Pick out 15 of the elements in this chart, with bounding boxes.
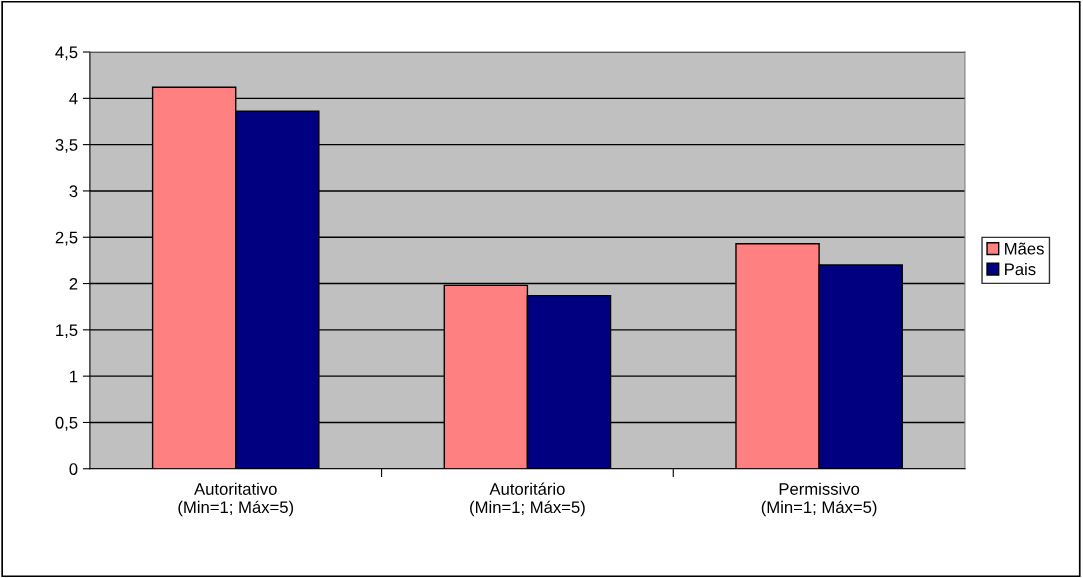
legend-label: Mães (1005, 242, 1044, 255)
y-tick-label: 1 (70, 370, 78, 383)
y-tick-label: 3,5 (55, 139, 78, 153)
legend-label: Pais (1005, 262, 1036, 276)
x-tick-label: Autoritativo (Min=1; Máx=5) (178, 482, 294, 517)
y-tick-label: 1,5 (56, 324, 78, 339)
y-tick-label: 4 (69, 92, 78, 105)
x-tick-label: Autoritário (Min=1; Máx=5) (470, 482, 585, 517)
y-tick-label: 2,5 (55, 231, 78, 246)
y-tick-label: 3 (69, 185, 78, 198)
x-tick-label: Permissivo (Min=1; Máx=5) (761, 482, 877, 517)
y-tick-label: 0 (69, 463, 78, 475)
y-tick-label: 0,5 (55, 416, 78, 431)
y-tick-label: 2 (69, 277, 78, 290)
y-tick-label: 4,5 (55, 46, 78, 61)
